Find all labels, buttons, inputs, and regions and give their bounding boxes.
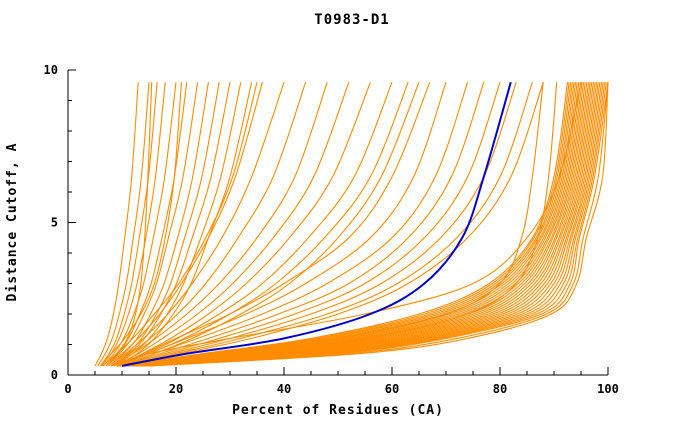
model-curve [134,82,591,367]
model-curve [108,82,285,367]
x-tick-label: 80 [493,382,507,396]
y-tick-label: 10 [44,63,58,77]
x-tick-label: 100 [597,382,619,396]
x-axis-title: Percent of Residues (CA) [232,403,444,418]
model-curve [116,81,431,367]
model-curve [150,82,609,367]
model-curve [108,82,209,367]
x-tick-label: 0 [64,382,71,396]
model-curve [135,82,558,367]
model-curve [117,82,570,367]
axes-layer: 0 20 40 60 80 100 0 5 10 [44,63,619,396]
x-tick-label: 60 [385,382,399,396]
model-curve [133,82,590,367]
model-curve [116,82,569,367]
model-curve [111,82,582,367]
model-curve [94,82,139,367]
model-curve [119,82,447,367]
model-curve [127,82,583,367]
model-curve [105,82,199,367]
x-tick-label: 20 [169,382,183,396]
curves-layer [94,81,609,367]
model-curve [99,82,158,367]
model-curve [102,82,177,367]
model-curve [125,82,580,367]
model-curve [124,82,501,367]
model-curve [116,81,371,367]
x-tick-label: 40 [277,382,291,396]
model-curve [148,82,609,367]
model-curve [110,82,307,367]
plot-title: T0983-D1 [314,12,389,28]
model-curve [99,82,182,367]
model-curve [110,82,231,367]
model-curve [102,82,258,367]
model-curve [116,82,253,367]
model-curve [127,82,533,367]
model-curve [132,82,544,367]
model-curve [124,82,578,367]
model-curve [97,82,150,367]
model-curve [130,82,586,367]
y-axis-title: Distance Cutoff, A [5,143,20,302]
model-curve [116,81,393,367]
model-curve [110,82,220,367]
model-curve [132,82,544,367]
y-tick-label: 0 [51,368,58,382]
model-curve [131,82,588,367]
model-curve [110,82,328,367]
y-tick-label: 5 [51,216,58,230]
model-curve [113,82,350,367]
model-curve [119,81,409,367]
highlight-curve [121,81,512,367]
model-curve [105,82,153,367]
model-curve [129,82,585,367]
model-curve [149,82,609,367]
model-curve [105,82,263,367]
model-curve [121,82,575,367]
model-curve [121,82,485,367]
model-curve [119,82,572,367]
